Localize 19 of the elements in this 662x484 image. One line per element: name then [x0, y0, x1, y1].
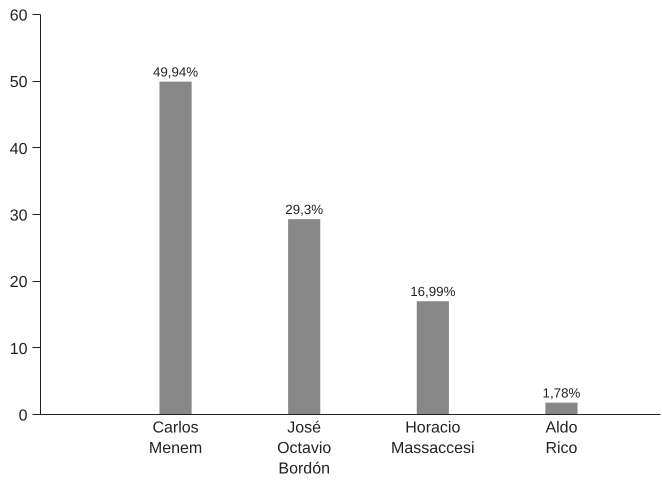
data-label: 1,78% — [542, 386, 580, 401]
y-tick-label: 0 — [18, 408, 28, 424]
bar — [416, 301, 449, 414]
x-tick-label: Horacio Massaccesi — [391, 420, 475, 457]
y-tick-label: 20 — [10, 274, 28, 292]
y-tick-label: 60 — [10, 8, 28, 24]
bar — [159, 82, 192, 414]
x-tick-label: José Octavio Bordón — [277, 420, 332, 478]
x-tick-label: Carlos Menem — [148, 420, 202, 457]
data-label: 49,94% — [152, 64, 198, 80]
data-label: 29,3% — [285, 202, 324, 218]
bar — [545, 402, 578, 414]
y-tick-label: 50 — [10, 74, 28, 92]
y-tick-label: 40 — [10, 140, 28, 158]
y-tick-label: 10 — [10, 340, 28, 358]
y-tick-label: 30 — [10, 208, 28, 224]
data-label: 16,99% — [410, 284, 456, 300]
x-tick-label: Aldo Rico — [545, 420, 578, 457]
bar — [288, 219, 320, 414]
